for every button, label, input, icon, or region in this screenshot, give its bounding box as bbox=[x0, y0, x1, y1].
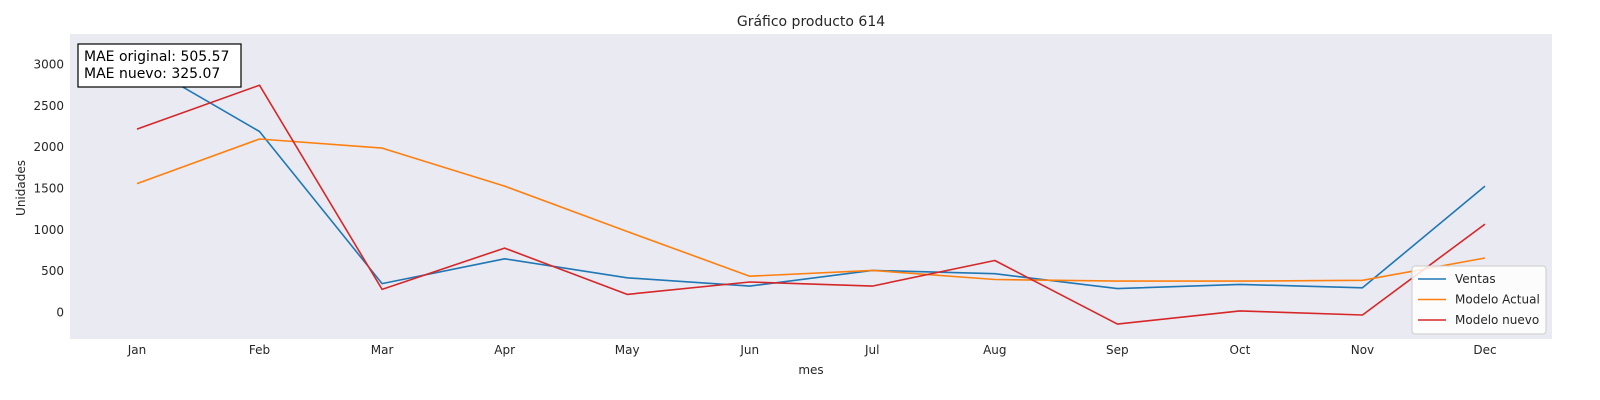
series-line-2 bbox=[136, 138, 1486, 282]
x-tick-label-jan: Jan bbox=[127, 343, 147, 357]
plot-area bbox=[70, 34, 1552, 339]
y-tick-label: 1500 bbox=[33, 182, 64, 196]
x-axis-ticks: Jan Feb Mar Apr May Jun Jul Aug Sep Oct Nov Dec bbox=[127, 343, 1497, 357]
legend: Ventas Modelo Actual Modelo nuevo bbox=[1411, 265, 1547, 335]
y-tick-label: 0 bbox=[56, 306, 64, 320]
series-line-1 bbox=[136, 59, 1486, 290]
x-tick-label-aug: Aug bbox=[983, 343, 1006, 357]
y-axis-label: Unidades bbox=[14, 160, 28, 216]
mae-annotation-box: MAE original: 505.57 MAE nuevo: 325.07 bbox=[77, 43, 242, 88]
x-tick-label-may: May bbox=[615, 343, 640, 357]
x-tick-label-jun: Jun bbox=[739, 343, 759, 357]
legend-label-3: Modelo nuevo bbox=[1455, 313, 1539, 327]
x-tick-label-nov: Nov bbox=[1351, 343, 1374, 357]
legend-label-1: Ventas bbox=[1455, 272, 1496, 286]
y-tick-label: 3000 bbox=[33, 58, 64, 72]
legend-label-2: Modelo Actual bbox=[1455, 293, 1540, 307]
y-tick-label: 2000 bbox=[33, 140, 64, 154]
x-tick-label-mar: Mar bbox=[371, 343, 394, 357]
series-layer bbox=[136, 59, 1486, 325]
x-tick-label-jul: Jul bbox=[864, 343, 879, 357]
y-tick-label: 500 bbox=[41, 264, 64, 278]
y-tick-label: 1000 bbox=[33, 223, 64, 237]
x-tick-label-oct: Oct bbox=[1230, 343, 1251, 357]
annotation-frame bbox=[77, 43, 242, 88]
x-axis-label: mes bbox=[798, 363, 823, 377]
y-tick-label: 2500 bbox=[33, 99, 64, 113]
x-tick-label-apr: Apr bbox=[494, 343, 515, 357]
legend-frame bbox=[1411, 265, 1547, 335]
x-tick-label-dec: Dec bbox=[1473, 343, 1496, 357]
x-tick-label-feb: Feb bbox=[249, 343, 270, 357]
y-axis-ticks: 0 500 1000 1500 2000 2500 3000 bbox=[33, 58, 64, 320]
mae-nuevo-text: MAE nuevo: 325.07 bbox=[84, 66, 220, 82]
chart-title: Gráfico producto 614 bbox=[737, 14, 885, 30]
x-tick-label-sep: Sep bbox=[1106, 343, 1129, 357]
mae-original-text: MAE original: 505.57 bbox=[84, 49, 229, 65]
series-line-3 bbox=[136, 84, 1486, 325]
